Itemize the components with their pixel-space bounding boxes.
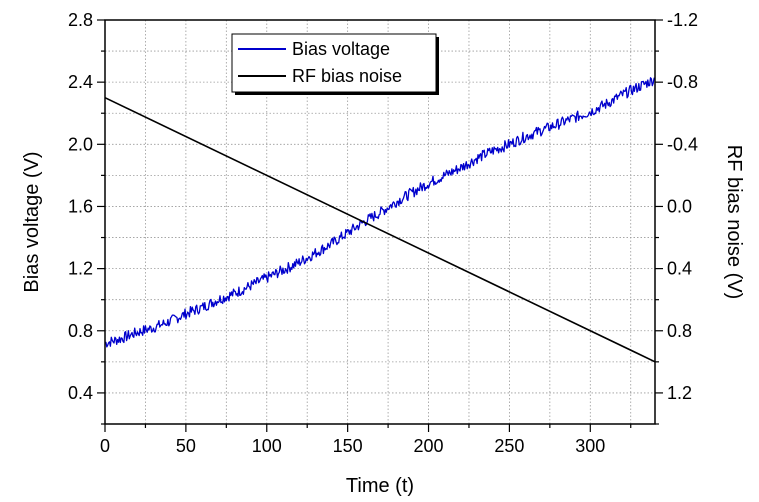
x-tick-label: 150 xyxy=(333,436,363,456)
x-axis-title: Time (t) xyxy=(346,475,414,497)
y2-tick-label: 1.2 xyxy=(667,383,692,403)
y-tick-label: 0.4 xyxy=(68,383,93,403)
y2-axis-title: RF bias noise (V) xyxy=(723,145,745,300)
y2-tick-label: -1.2 xyxy=(667,10,698,30)
y2-tick-label: 0.4 xyxy=(667,259,692,279)
legend: Bias voltage RF bias noise xyxy=(231,33,439,95)
legend-label-rf-bias-noise: RF bias noise xyxy=(292,66,402,86)
series-layer xyxy=(104,77,656,363)
y2-tick-label: 0.8 xyxy=(667,321,692,341)
plot-frame xyxy=(104,19,656,425)
series-line-bias-voltage xyxy=(104,77,656,348)
x-tick-label: 50 xyxy=(176,436,196,456)
x-tick-label: 0 xyxy=(100,436,110,456)
y2-tick-label: -0.4 xyxy=(667,134,698,154)
x-tick-label: 300 xyxy=(575,436,605,456)
legend-box xyxy=(231,33,437,93)
y-tick-label: 2.8 xyxy=(68,10,93,30)
y-tick-label: 0.8 xyxy=(68,321,93,341)
ticks xyxy=(97,19,663,432)
tick-labels: 0 50 100 150 200 250 300 0.4 0.8 1.2 1.6 2.0 2.4 2.8 1… xyxy=(68,10,698,456)
x-tick-label: 250 xyxy=(494,436,524,456)
y-axis-title: Bias voltage (V) xyxy=(21,151,43,292)
y-tick-label: 1.2 xyxy=(68,259,93,279)
y-tick-label: 2.4 xyxy=(68,72,93,92)
y2-tick-label: 0.0 xyxy=(667,196,692,216)
series-line-rf-bias-noise xyxy=(104,96,656,363)
y-tick-label: 2.0 xyxy=(68,134,93,154)
y-tick-label: 1.6 xyxy=(68,196,93,216)
legend-label-bias-voltage: Bias voltage xyxy=(292,39,390,59)
y2-tick-label: -0.8 xyxy=(667,72,698,92)
x-tick-label: 100 xyxy=(252,436,282,456)
x-tick-label: 200 xyxy=(414,436,444,456)
